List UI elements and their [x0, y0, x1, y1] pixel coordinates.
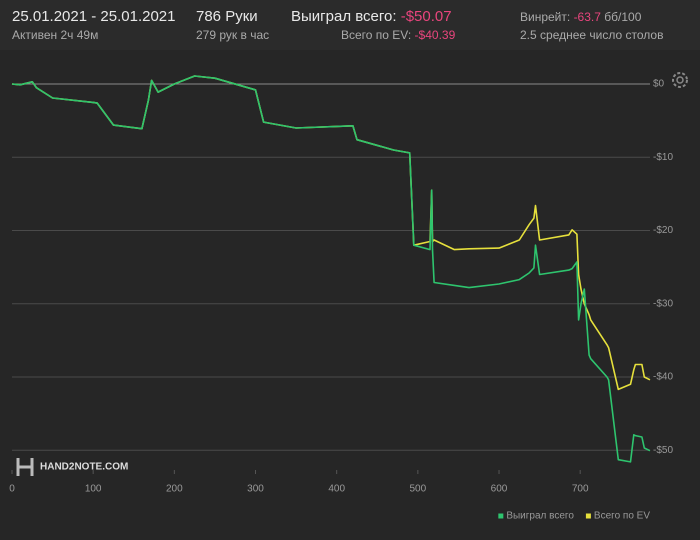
gear-outer[interactable]	[672, 72, 688, 88]
logo-mark	[16, 458, 34, 476]
ev: Всего по EV: -$40.39	[341, 28, 455, 42]
ev-label: Всего по EV:	[341, 28, 412, 42]
settings-icon[interactable]	[672, 72, 688, 88]
y-tick-label: -$50	[653, 445, 673, 456]
x-tick-label: 400	[328, 484, 345, 495]
legend-label: Всего по EV	[594, 511, 650, 522]
hands-rate: 279 рук в час	[196, 28, 270, 42]
y-tick-label: -$10	[653, 152, 673, 163]
x-tick-label: 600	[491, 484, 508, 495]
legend-swatch	[585, 513, 591, 519]
legend-swatch	[498, 513, 504, 519]
legend-label: Выиграл всего	[506, 511, 574, 522]
winrate-value: -63.7	[573, 10, 601, 24]
gear-inner[interactable]	[676, 76, 684, 84]
y-tick-label: $0	[653, 79, 665, 90]
series-line	[11, 75, 651, 463]
x-tick-label: 0	[9, 484, 15, 495]
x-tick-label: 100	[85, 484, 102, 495]
x-tick-label: 200	[166, 484, 183, 495]
winrate-unit: бб/100	[604, 10, 642, 24]
tables: 2.5 среднее число столов	[520, 28, 664, 42]
ev-value: -$40.39	[414, 28, 456, 42]
won-label: Выиграл всего:	[291, 8, 397, 25]
y-tick-label: -$30	[653, 298, 673, 309]
won-value: -$50.07	[400, 8, 452, 25]
x-tick-label: 500	[410, 484, 427, 495]
won: Выиграл всего: -$50.07	[291, 8, 452, 25]
winrate: Винрейт: -63.7 бб/100	[520, 10, 641, 24]
x-tick-label: 300	[247, 484, 264, 495]
active: Активен 2ч 49м	[12, 28, 99, 42]
x-tick-label: 700	[572, 484, 589, 495]
logo: HAND2NOTE.COM	[16, 458, 128, 476]
y-tick-label: -$40	[653, 372, 673, 383]
legend: Всего по EV Выиграл всего	[498, 511, 650, 522]
y-tick-label: -$20	[653, 225, 673, 236]
dates: 25.01.2021 - 25.01.2021	[12, 8, 176, 25]
winrate-label: Винрейт:	[520, 10, 571, 24]
watermark: HAND2NOTE.COM	[40, 462, 128, 473]
hands: 786 Руки	[196, 8, 258, 25]
